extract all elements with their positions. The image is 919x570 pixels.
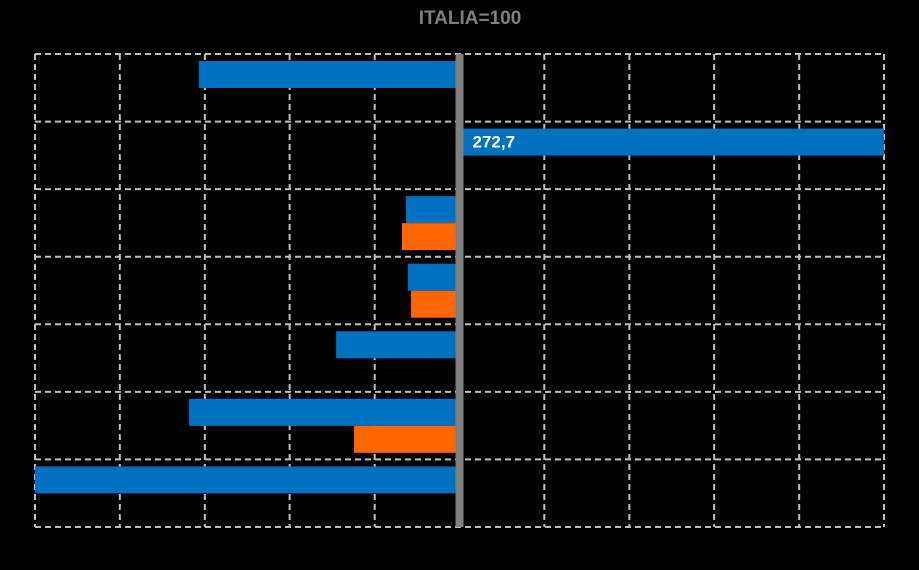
bar (411, 290, 460, 318)
bar (459, 128, 884, 156)
bar (354, 425, 460, 453)
bar (35, 466, 460, 494)
bar (189, 398, 460, 426)
bar (407, 263, 460, 291)
bar (198, 61, 460, 88)
data-label: 272,7 (473, 133, 516, 152)
bar (336, 331, 460, 359)
bar (401, 223, 460, 251)
bar (405, 196, 460, 224)
chart-title: ITALIA=100 (419, 8, 522, 29)
